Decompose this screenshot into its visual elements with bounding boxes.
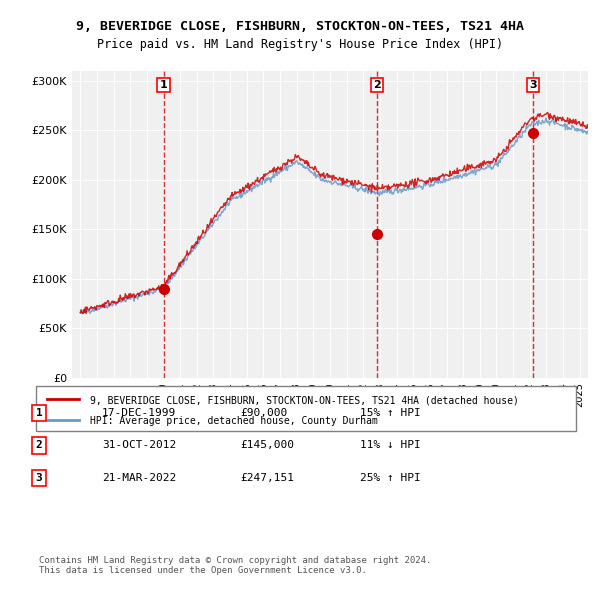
Text: 17-DEC-1999: 17-DEC-1999 — [102, 408, 176, 418]
Text: 9, BEVERIDGE CLOSE, FISHBURN, STOCKTON-ON-TEES, TS21 4HA: 9, BEVERIDGE CLOSE, FISHBURN, STOCKTON-O… — [76, 20, 524, 33]
Text: £90,000: £90,000 — [240, 408, 287, 418]
Text: 15% ↑ HPI: 15% ↑ HPI — [360, 408, 421, 418]
Text: 21-MAR-2022: 21-MAR-2022 — [102, 473, 176, 483]
Text: 1: 1 — [35, 408, 43, 418]
Text: 1: 1 — [160, 80, 167, 90]
Text: Price paid vs. HM Land Registry's House Price Index (HPI): Price paid vs. HM Land Registry's House … — [97, 38, 503, 51]
Text: 31-OCT-2012: 31-OCT-2012 — [102, 441, 176, 450]
Text: 9, BEVERIDGE CLOSE, FISHBURN, STOCKTON-ON-TEES, TS21 4HA (detached house): 9, BEVERIDGE CLOSE, FISHBURN, STOCKTON-O… — [90, 396, 519, 405]
Text: 2: 2 — [373, 80, 381, 90]
Text: 25% ↑ HPI: 25% ↑ HPI — [360, 473, 421, 483]
Text: 3: 3 — [35, 473, 43, 483]
FancyBboxPatch shape — [36, 386, 576, 431]
Text: £247,151: £247,151 — [240, 473, 294, 483]
Text: 11% ↓ HPI: 11% ↓ HPI — [360, 441, 421, 450]
Text: 3: 3 — [530, 80, 537, 90]
Text: HPI: Average price, detached house, County Durham: HPI: Average price, detached house, Coun… — [90, 416, 378, 426]
Text: 2: 2 — [35, 441, 43, 450]
Text: £145,000: £145,000 — [240, 441, 294, 450]
Text: Contains HM Land Registry data © Crown copyright and database right 2024.
This d: Contains HM Land Registry data © Crown c… — [39, 556, 431, 575]
